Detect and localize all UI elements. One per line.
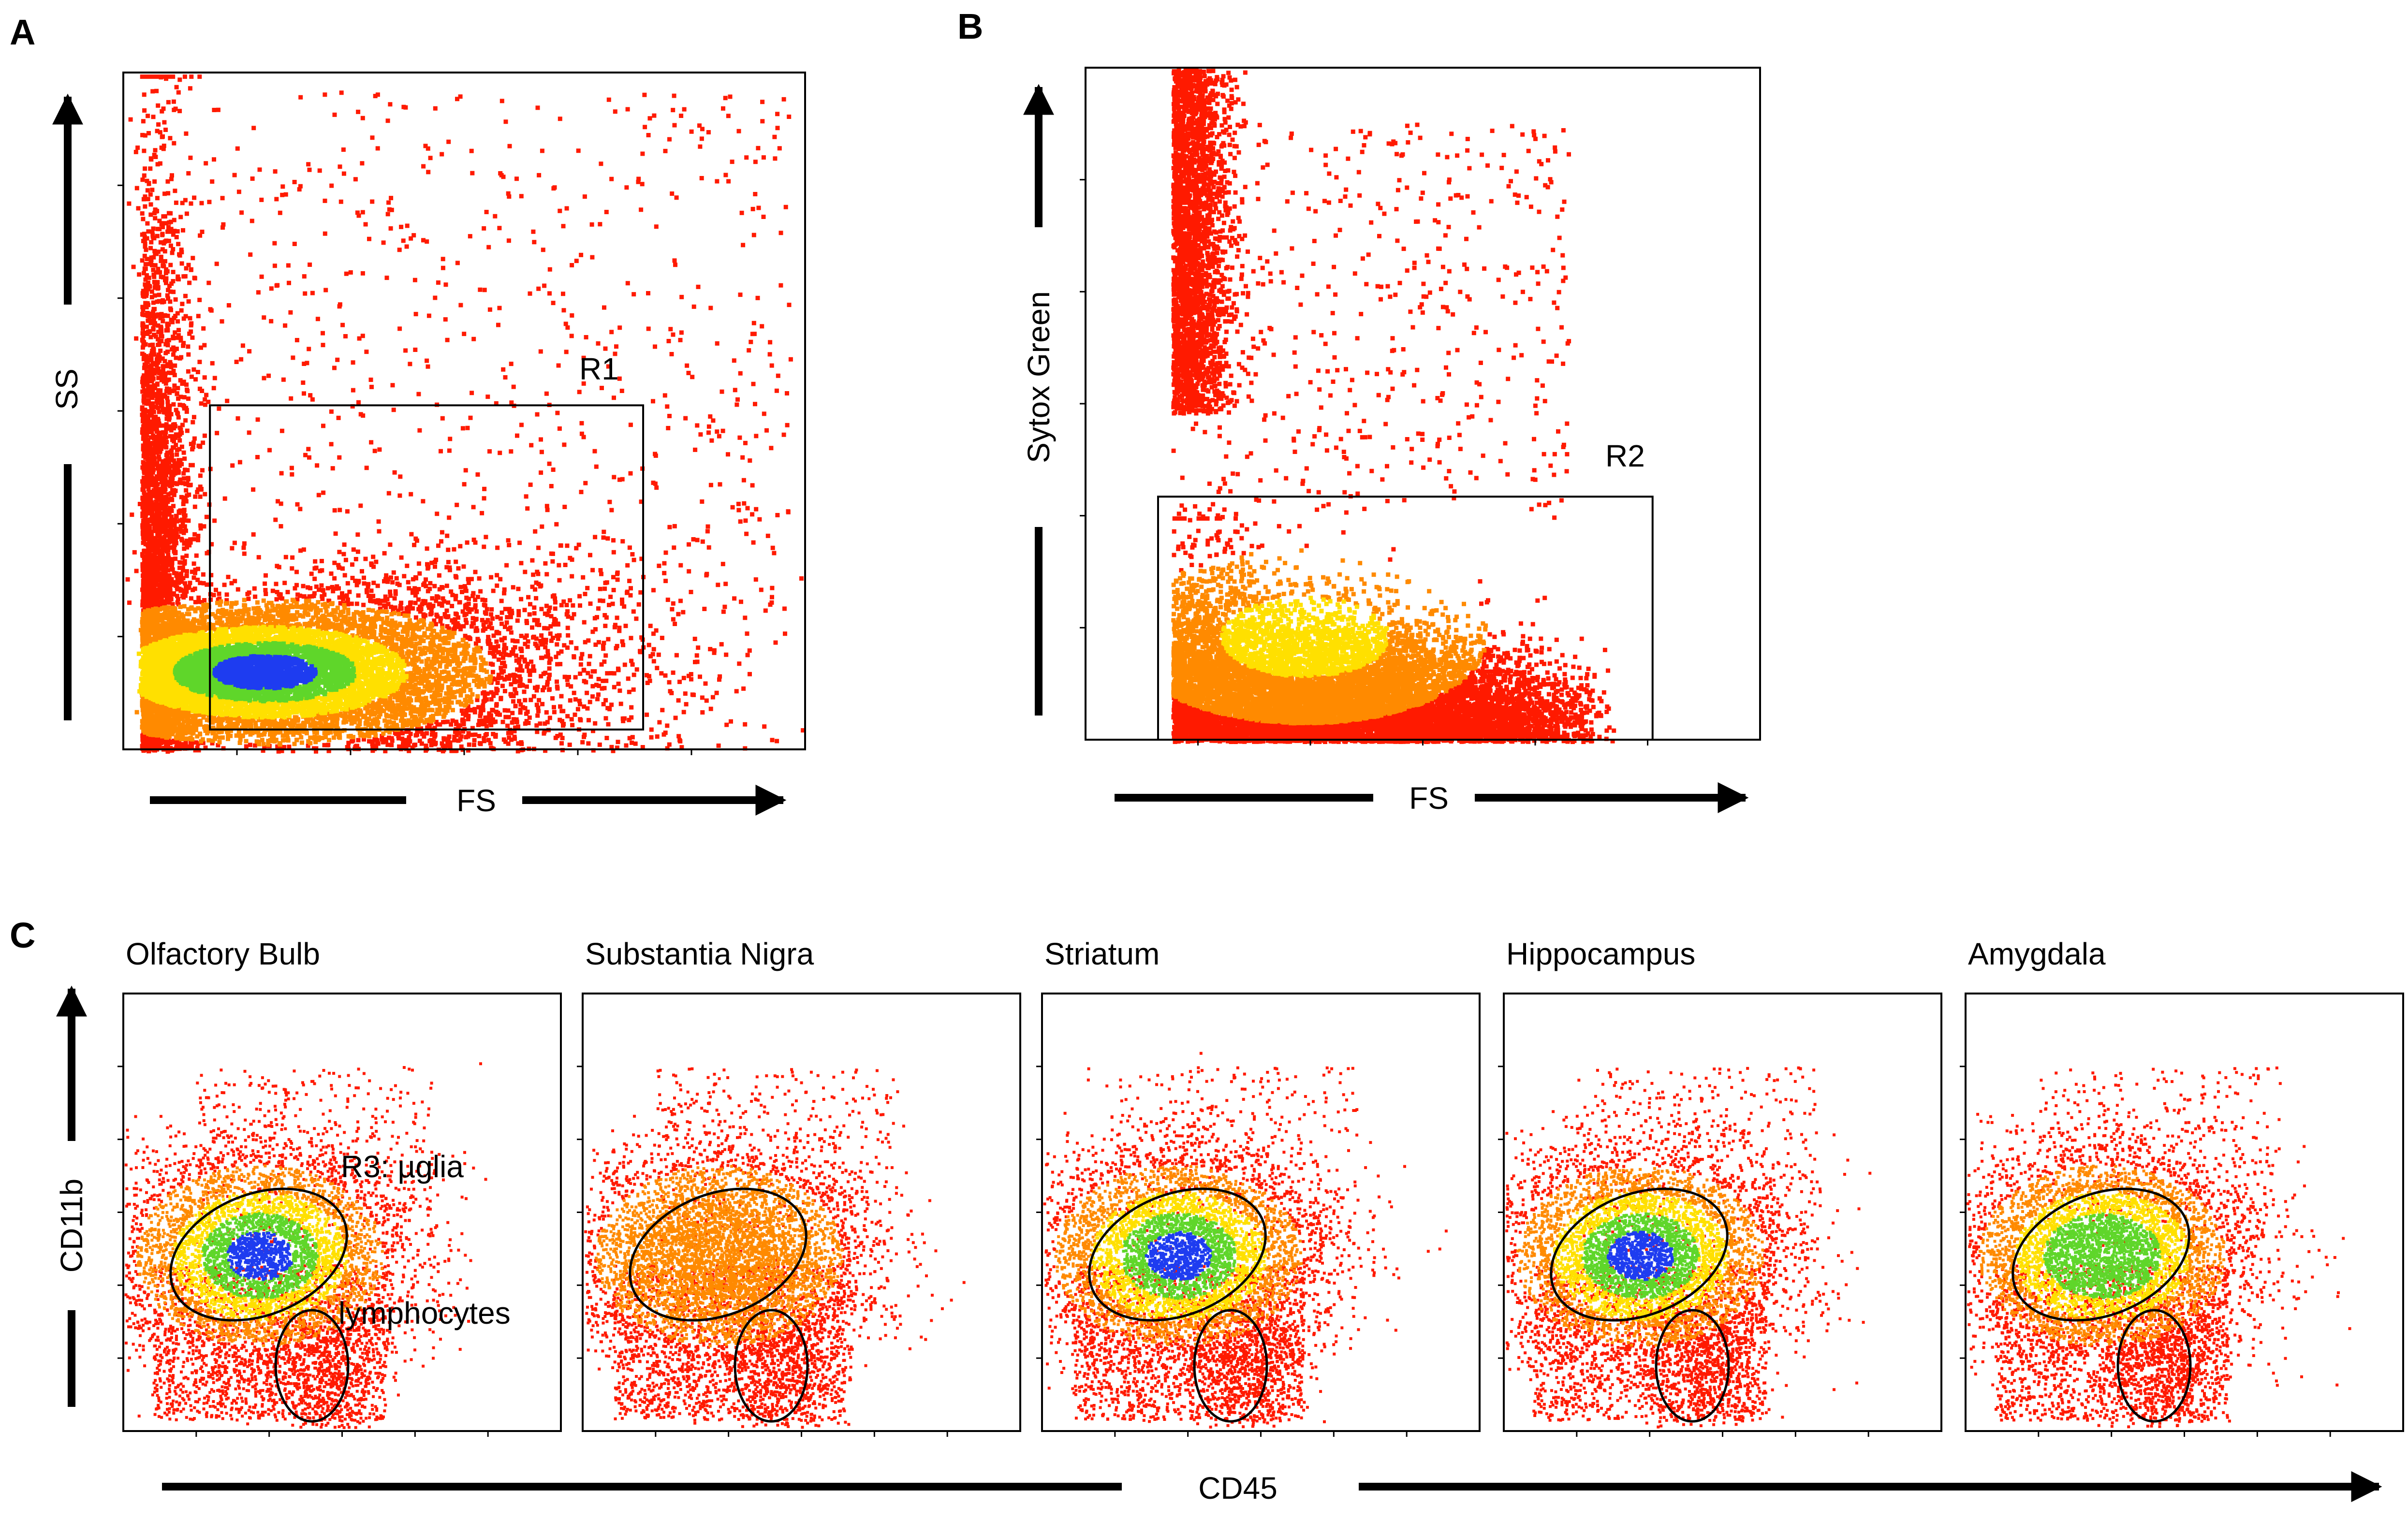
lymphocyte-gate bbox=[1655, 1309, 1730, 1423]
panel-b-density-level-2 bbox=[1220, 596, 1389, 678]
lymphocytes-label: lymphocytes bbox=[338, 1296, 511, 1330]
panel-c-subplot-cloud bbox=[1967, 1067, 2351, 1429]
panel-letter-a: A bbox=[10, 12, 35, 52]
r3-microglia-gate bbox=[2012, 1187, 2190, 1322]
panel-a: R1 SS FS bbox=[49, 72, 806, 818]
panel-c-subplot-0-density-level-2 bbox=[173, 1191, 348, 1321]
r2-gate-label: R2 bbox=[1605, 438, 1645, 473]
panel-c-subplot-3-density-level-0 bbox=[1505, 1066, 1872, 1429]
panel-c: Olfactory Bulb Substantia Nigra Striatum Hi… bbox=[54, 936, 2404, 1505]
panel-c-y-label: CD11b bbox=[54, 1179, 89, 1272]
r3-microglia-gate bbox=[169, 1187, 348, 1322]
panel-c-subplot-title: Hippocampus bbox=[1506, 936, 1695, 971]
lymphocyte-gate bbox=[2116, 1309, 2192, 1423]
panel-c-subplot-0: Olfactory Bulb bbox=[117, 936, 562, 1437]
panel-a-x-label: FS bbox=[456, 783, 496, 818]
panel-letter-b: B bbox=[957, 6, 983, 46]
panel-c-subplot-2-density-level-0 bbox=[1043, 1052, 1448, 1429]
r3-microglia-gate bbox=[1088, 1187, 1267, 1322]
panel-c-subplot-0-density-level-1 bbox=[136, 1164, 384, 1347]
r3-microglia-gate bbox=[629, 1187, 808, 1322]
panel-c-subplot-4: Amygdala bbox=[1960, 936, 2404, 1437]
panel-c-subplot-2: Striatum bbox=[1036, 936, 1481, 1437]
panel-c-subplot-2-density-level-3 bbox=[1122, 1212, 1236, 1300]
lymphocyte-gate bbox=[274, 1309, 350, 1423]
panel-c-subplot-2-density-level-2 bbox=[1091, 1191, 1267, 1320]
panel-c-subplot-3-density-level-3 bbox=[1581, 1212, 1700, 1299]
panel-c-subplot-3-density-level-4 bbox=[1606, 1230, 1674, 1281]
panel-c-subplot-1-density-level-1 bbox=[595, 1165, 844, 1347]
r3-microglia-label: R3: µglia bbox=[341, 1149, 464, 1184]
panel-a-density-level-2 bbox=[136, 625, 409, 720]
panel-c-subplot-cloud bbox=[124, 1062, 487, 1429]
panel-c-subplot-cloud bbox=[1043, 1052, 1448, 1429]
panel-b: R2 Sytox Green FS bbox=[1021, 67, 1761, 816]
panel-c-subplots: Olfactory Bulb Substantia Nigra Striatum Hi… bbox=[117, 936, 2404, 1437]
panel-c-subplot-cloud bbox=[1505, 1066, 1872, 1429]
panel-c-subplot-cloud bbox=[584, 1067, 966, 1429]
lymphocyte-gate bbox=[734, 1309, 809, 1423]
panel-a-plot-area bbox=[125, 74, 806, 754]
panel-c-subplot-2-density-level-4 bbox=[1145, 1230, 1212, 1281]
panel-c-subplot-4-density-level-0 bbox=[1967, 1067, 2351, 1429]
panel-c-subplot-3: Hippocampus bbox=[1498, 936, 1942, 1437]
panel-c-subplot-3-density-level-2 bbox=[1553, 1191, 1729, 1321]
r1-gate-label: R1 bbox=[579, 351, 619, 386]
panel-c-subplot-title: Striatum bbox=[1044, 936, 1160, 971]
panel-a-y-label: SS bbox=[49, 368, 84, 409]
panel-c-subplot-1: Substantia Nigra bbox=[577, 936, 1021, 1437]
panel-a-density-level-1 bbox=[134, 598, 493, 747]
panel-c-x-label: CD45 bbox=[1198, 1471, 1277, 1505]
panel-c-subplot-0-density-level-3 bbox=[202, 1212, 319, 1300]
panel-letter-c: C bbox=[10, 915, 35, 955]
panel-c-subplot-1-density-level-0 bbox=[584, 1067, 966, 1429]
panel-b-y-label: Sytox Green bbox=[1021, 291, 1056, 463]
panel-a-ticks bbox=[117, 184, 692, 755]
r3-microglia-gate bbox=[1550, 1187, 1729, 1322]
panel-b-plot-area bbox=[1171, 68, 1616, 745]
panel-c-subplot-0-density-level-0 bbox=[124, 1062, 487, 1429]
panel-a-density-level-4 bbox=[212, 654, 318, 690]
r2-gate bbox=[1157, 496, 1654, 741]
panel-b-density-level-1 bbox=[1171, 548, 1488, 726]
panel-b-x-label: FS bbox=[1409, 781, 1449, 816]
panel-c-subplot-0-density-level-4 bbox=[226, 1231, 293, 1281]
panel-c-subplot-2-density-level-1 bbox=[1054, 1165, 1303, 1346]
panel-c-subplot-4-density-level-3 bbox=[2043, 1212, 2161, 1300]
panel-c-subplot-title: Amygdala bbox=[1968, 936, 2106, 971]
r1-gate bbox=[209, 404, 645, 731]
panel-b-density-level-0 bbox=[1171, 68, 1616, 745]
lymphocyte-gate bbox=[1193, 1309, 1268, 1423]
panel-c-subplot-4-density-level-2 bbox=[2014, 1191, 2189, 1321]
panel-c-subplot-title: Substantia Nigra bbox=[585, 936, 814, 971]
panel-a-density-level-0 bbox=[125, 74, 806, 754]
panel-a-density-level-3 bbox=[173, 641, 356, 703]
panel-c-subplot-title: Olfactory Bulb bbox=[126, 936, 320, 971]
